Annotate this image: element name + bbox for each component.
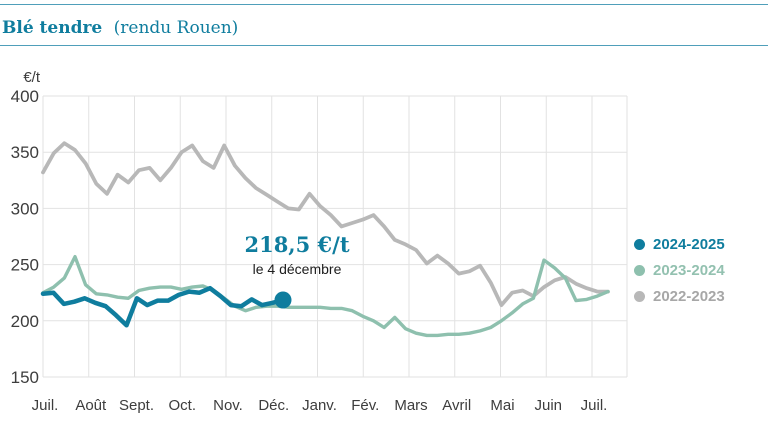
- x-tick-label: Mai: [490, 397, 514, 414]
- latest-price-dot: [274, 291, 292, 309]
- y-tick-label: 150: [11, 368, 39, 387]
- y-tick-label: 350: [11, 143, 39, 162]
- annotation-date: le 4 décembre: [252, 261, 342, 277]
- series-line-2022-2023: [41, 141, 610, 308]
- legend-dot-icon: [634, 264, 645, 276]
- x-tick-label: Mars: [394, 397, 427, 414]
- legend-dot-icon: [634, 238, 645, 250]
- y-tick-label: 200: [11, 312, 39, 331]
- chart-gridlines: [42, 95, 628, 378]
- top-rule: [0, 4, 768, 5]
- legend-label: 2022-2023: [653, 287, 725, 305]
- x-tick-label: Avril: [442, 397, 471, 414]
- page-title-subtitle: (rendu Rouen): [113, 18, 239, 38]
- x-tick-label: Juil.: [32, 397, 59, 414]
- y-axis-unit-label: €/t: [23, 69, 41, 86]
- page-title-main: Blé tendre: [2, 18, 103, 38]
- x-tick-label: Juin: [534, 397, 562, 414]
- x-tick-label: Août: [75, 397, 107, 414]
- chart-legend: 2024-2025 2023-2024 2022-2023: [634, 235, 725, 305]
- x-tick-label: Nov.: [213, 397, 243, 414]
- x-tick-label: Janv.: [302, 397, 337, 414]
- x-tick-label: Sept.: [119, 397, 154, 414]
- title-underline: [0, 45, 768, 46]
- y-tick-label: 400: [11, 87, 39, 106]
- legend-item-2022-2023: 2022-2023: [634, 287, 725, 305]
- x-tick-label: Juil.: [581, 397, 608, 414]
- x-tick-label: Déc.: [258, 397, 289, 414]
- legend-item-2023-2024: 2023-2024: [634, 261, 725, 279]
- legend-label: 2023-2024: [653, 261, 725, 279]
- page-title: Blé tendre (rendu Rouen): [2, 18, 238, 38]
- legend-item-2024-2025: 2024-2025: [634, 235, 725, 253]
- x-tick-label: Fév.: [351, 397, 379, 414]
- legend-label: 2024-2025: [653, 235, 725, 253]
- annotation-value: 218,5 €/t: [244, 232, 350, 257]
- y-tick-label: 300: [11, 199, 39, 218]
- x-tick-label: Oct.: [168, 397, 196, 414]
- series-line-2023-2024: [41, 255, 610, 338]
- y-tick-label: 250: [11, 256, 39, 275]
- series-line-2024-2025: [40, 285, 286, 328]
- legend-dot-icon: [634, 290, 645, 302]
